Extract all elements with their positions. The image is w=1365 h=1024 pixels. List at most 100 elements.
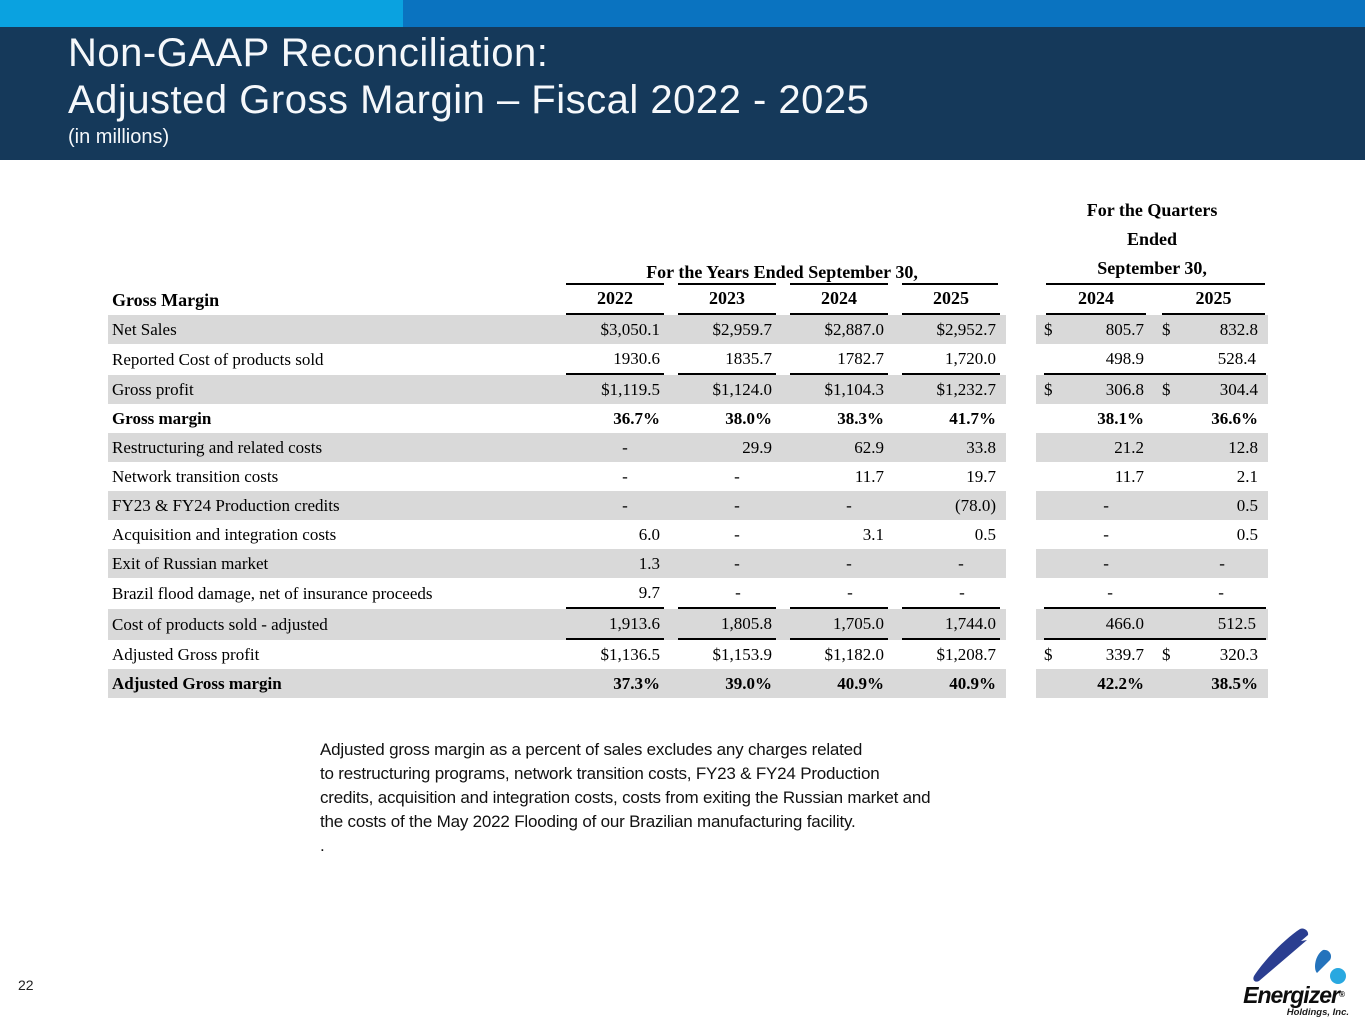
table-row: Adjusted Gross profit $1,136.5 $1,153.9 $1,… xyxy=(108,640,1268,669)
logo-subtext: Holdings, Inc. xyxy=(1286,1007,1349,1018)
cell-amount: 304.4 xyxy=(1219,380,1259,399)
cell-fy2024: 38.3% xyxy=(837,409,884,428)
dollar-sign: $ xyxy=(1044,645,1053,664)
cell-q2025: 2.1 xyxy=(1236,467,1259,486)
dollar-sign: $ xyxy=(1044,320,1053,339)
cell-q2024: - xyxy=(1036,549,1155,578)
column-gutter xyxy=(1006,315,1037,344)
cell-amount: 306.8 xyxy=(1105,380,1145,399)
table-row: Acquisition and integration costs 6.0 - 3.1… xyxy=(108,520,1268,549)
slide-header: Non-GAAP Reconciliation: Adjusted Gross … xyxy=(0,27,1365,160)
quarter-header-2024: 2024 xyxy=(1036,285,1154,315)
table-row: Gross margin 36.7% 38.0% 38.3% 41.7% 38.1% 36.… xyxy=(108,404,1268,433)
year-header-2025: 2025 xyxy=(894,285,1006,315)
cell-fy2022: 36.7% xyxy=(613,409,660,428)
cell-q2025: 12.8 xyxy=(1154,433,1269,462)
cell-fy2024: 40.9% xyxy=(782,669,894,698)
flash-dot-shape xyxy=(1330,968,1346,984)
cell-fy2023: 29.9 xyxy=(670,433,782,462)
row-label: Network transition costs xyxy=(112,467,279,486)
title-line-1: Non-GAAP Reconciliation: xyxy=(68,31,549,75)
column-gutter xyxy=(1006,640,1037,669)
cell-fy2022: 9.7 xyxy=(558,578,670,609)
cell-fy2023: $2,959.7 xyxy=(670,315,782,344)
cell-q2024: 11.7 xyxy=(1114,467,1145,486)
row-label: Net Sales xyxy=(108,315,558,344)
title-units-note: (in millions) xyxy=(68,126,170,148)
cell-fy2025: - xyxy=(894,578,1006,609)
column-header-row: Gross Margin 2022 2023 2024 2025 2024 2025 xyxy=(108,285,1268,315)
column-gutter xyxy=(1006,375,1037,404)
table-row: Gross profit $1,119.5 $1,124.0 $1,104.3 $1,2… xyxy=(108,375,1269,404)
table-row: Reported Cost of products sold 1930.6 1835… xyxy=(108,344,1268,375)
flash-bolt-shape xyxy=(1253,928,1309,982)
column-gutter xyxy=(1006,520,1037,549)
dollar-sign: $ xyxy=(1044,380,1053,399)
cell-q2024: 42.2% xyxy=(1036,669,1155,698)
cell-fy2024: - xyxy=(782,549,894,578)
cell-fy2025: $1,232.7 xyxy=(894,375,1007,404)
cell-fy2024: 62.9 xyxy=(782,433,894,462)
registered-mark: ® xyxy=(1338,990,1345,999)
column-gutter xyxy=(1006,285,1037,315)
quarter-header-2025: 2025 xyxy=(1154,285,1268,315)
cell-fy2025: - xyxy=(894,549,1007,578)
row-label: Adjusted Gross margin xyxy=(108,669,558,698)
table-row: Network transition costs - - 11.7 19.7 11.7 2.… xyxy=(108,462,1268,491)
years-group-heading: For the Years Ended September 30, xyxy=(558,196,1006,285)
cell-fy2025: $1,208.7 xyxy=(936,645,997,664)
cell-fy2025: $2,952.7 xyxy=(894,315,1007,344)
cell-q2025: 36.6% xyxy=(1211,409,1259,428)
year-header-2022: 2022 xyxy=(558,285,670,315)
logo-brand-text: Energizer xyxy=(1243,982,1340,1008)
cell-fy2023: - xyxy=(670,549,782,578)
title-line-2: Adjusted Gross Margin – Fiscal 2022 - 20… xyxy=(68,78,870,122)
cell-amount: 320.3 xyxy=(1219,645,1259,664)
cell-fy2025: 19.7 xyxy=(966,467,997,486)
cell-fy2023: 1835.7 xyxy=(670,344,782,375)
top-accent-bar-left xyxy=(0,0,403,27)
cell-fy2022: 1.3 xyxy=(558,549,670,578)
cell-fy2025: 0.5 xyxy=(974,525,997,544)
cell-fy2024: 1782.7 xyxy=(782,344,894,375)
energizer-flash-icon xyxy=(1253,928,1346,984)
cell-fy2022: - xyxy=(558,433,670,462)
dollar-sign: $ xyxy=(1162,380,1171,399)
cell-q2024: - xyxy=(1103,525,1109,544)
cell-fy2023: - xyxy=(734,525,740,544)
column-gutter xyxy=(1006,578,1037,609)
cell-fy2025: 1,720.0 xyxy=(894,344,1006,375)
corner-spacer xyxy=(108,196,558,285)
cell-fy2022: - xyxy=(622,467,628,486)
column-gutter xyxy=(1006,196,1037,285)
cell-fy2024: $1,104.3 xyxy=(782,375,894,404)
cell-q2025: 0.5 xyxy=(1154,491,1269,520)
row-label: Gross margin xyxy=(112,409,212,428)
row-label: FY23 & FY24 Production credits xyxy=(108,491,558,520)
year-header-2023: 2023 xyxy=(670,285,782,315)
cell-amount: 805.7 xyxy=(1105,320,1145,339)
column-gutter xyxy=(1006,344,1037,375)
cell-fy2024: - xyxy=(782,491,894,520)
cell-fy2022: $1,119.5 xyxy=(558,375,670,404)
page-title: Non-GAAP Reconciliation: Adjusted Gross … xyxy=(68,30,1365,124)
cell-fy2024: 1,705.0 xyxy=(782,609,894,640)
financial-table-body: For the Years Ended September 30, For the… xyxy=(108,196,1269,698)
cell-fy2022: 1,913.6 xyxy=(558,609,670,640)
cell-q2025: 512.5 xyxy=(1154,609,1269,640)
table-row: Adjusted Gross margin 37.3% 39.0% 40.9% 40.9… xyxy=(108,669,1269,698)
cell-fy2025: 41.7% xyxy=(949,409,997,428)
dollar-sign: $ xyxy=(1162,645,1171,664)
cell-fy2025: 33.8 xyxy=(894,433,1007,462)
column-gutter xyxy=(1006,549,1037,578)
cell-q2024: $805.7 xyxy=(1036,315,1155,344)
logo-brand: Energizer® xyxy=(1235,982,1353,1008)
cell-q2025: 0.5 xyxy=(1236,525,1259,544)
page-number: 22 xyxy=(18,977,34,993)
column-gutter xyxy=(1006,491,1037,520)
cell-q2025: 38.5% xyxy=(1154,669,1269,698)
row-label: Brazil flood damage, net of insurance pr… xyxy=(112,584,433,603)
cell-q2025: 528.4 xyxy=(1154,344,1268,375)
cell-fy2022: 1930.6 xyxy=(558,344,670,375)
